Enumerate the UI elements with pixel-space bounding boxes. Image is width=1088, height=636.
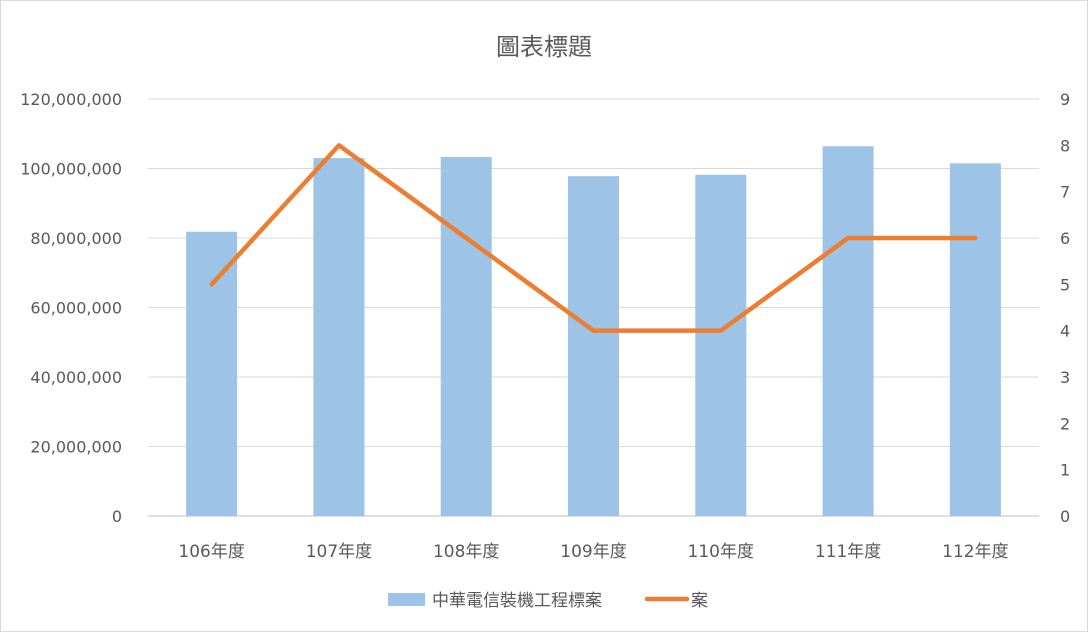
left-axis-tick-label: 120,000,000 xyxy=(20,90,122,109)
right-axis-tick-label: 7 xyxy=(1060,183,1070,202)
left-axis-tick-label: 40,000,000 xyxy=(30,368,122,387)
left-axis-tick-label: 100,000,000 xyxy=(20,160,122,179)
x-axis-tick-label: 109年度 xyxy=(560,542,626,562)
x-axis-tick-label: 107年度 xyxy=(306,542,372,562)
legend-label-bar: 中華電信裝機工程標案 xyxy=(432,591,602,611)
bar xyxy=(950,163,1001,516)
right-axis-tick-label: 3 xyxy=(1060,368,1070,387)
right-axis-tick-label: 5 xyxy=(1060,275,1070,294)
x-axis-tick-label: 111年度 xyxy=(815,542,881,562)
x-axis-tick-label: 112年度 xyxy=(942,542,1008,562)
bar xyxy=(823,146,874,516)
right-axis-tick-label: 8 xyxy=(1060,136,1070,155)
bar xyxy=(313,158,364,516)
legend-label-line: 案 xyxy=(691,591,708,611)
right-axis-tick-label: 4 xyxy=(1060,322,1070,341)
left-axis-tick-label: 60,000,000 xyxy=(30,299,122,318)
right-axis-tick-label: 9 xyxy=(1060,90,1070,109)
right-axis-tick-label: 0 xyxy=(1060,507,1070,526)
legend: 中華電信裝機工程標案 案 xyxy=(388,591,708,611)
right-axis-tick-label: 6 xyxy=(1060,229,1070,248)
chart-title: 圖表標題 xyxy=(496,33,592,61)
right-axis-tick-label: 2 xyxy=(1060,414,1070,433)
x-axis-tick-label: 108年度 xyxy=(433,542,499,562)
x-axis-tick-label: 106年度 xyxy=(178,542,244,562)
bar xyxy=(441,157,492,516)
x-axis-tick-label: 110年度 xyxy=(688,542,754,562)
left-axis-ticks: 0 20,000,000 40,000,000 60,000,000 80,000,00… xyxy=(20,90,122,526)
left-axis-tick-label: 0 xyxy=(112,507,122,526)
left-axis-tick-label: 80,000,000 xyxy=(30,229,122,248)
category-axis: 106年度 107年度 108年度 109年度 110年度 111年度 112年度 xyxy=(178,542,1008,562)
bar xyxy=(568,176,619,516)
left-axis-tick-label: 20,000,000 xyxy=(30,438,122,457)
right-axis-tick-label: 1 xyxy=(1060,461,1070,480)
bar xyxy=(695,175,746,516)
right-axis-ticks: 0 1 2 3 4 5 6 7 8 9 xyxy=(1060,90,1070,526)
legend-swatch-bar xyxy=(388,593,425,606)
bar xyxy=(186,232,237,516)
